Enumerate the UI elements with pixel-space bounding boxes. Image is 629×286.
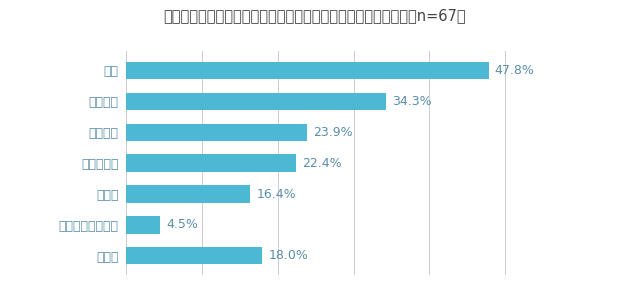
Bar bbox=[126, 124, 307, 140]
Text: 18.0%: 18.0% bbox=[269, 249, 308, 263]
Text: 47.8%: 47.8% bbox=[495, 63, 535, 77]
Text: 22.4%: 22.4% bbox=[302, 156, 342, 170]
Text: 23.9%: 23.9% bbox=[313, 126, 353, 138]
Bar bbox=[126, 154, 296, 172]
Text: 4.5%: 4.5% bbox=[166, 219, 198, 231]
Text: 【設問３】どんなジャンルの商品が人気ですか？（複数回答可、n=67）: 【設問３】どんなジャンルの商品が人気ですか？（複数回答可、n=67） bbox=[163, 9, 466, 23]
Bar bbox=[126, 186, 250, 202]
Bar bbox=[126, 247, 262, 265]
Text: 16.4%: 16.4% bbox=[257, 188, 296, 200]
Bar bbox=[126, 93, 386, 110]
Text: 34.3%: 34.3% bbox=[392, 95, 432, 108]
Bar bbox=[126, 61, 489, 79]
Bar bbox=[126, 217, 160, 233]
